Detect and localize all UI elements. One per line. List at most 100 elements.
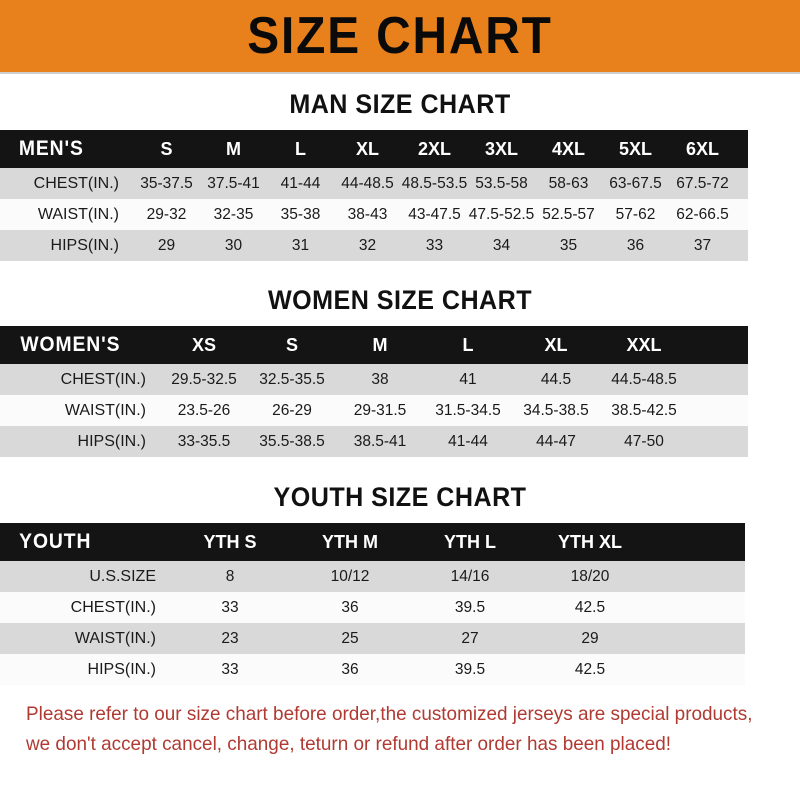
women-size-header-2: S	[248, 326, 336, 364]
men-row-label: HIPS(IN.)	[0, 230, 133, 261]
youth-size-header-1: YTH S	[170, 523, 290, 561]
women-cell-2-1: 23.5-26	[160, 395, 248, 426]
men-size-header-6: 3XL	[468, 130, 535, 168]
men-cell-3-1: 29	[133, 230, 200, 261]
man-section-title: MAN SIZE CHART	[289, 89, 511, 119]
women-header-row: WOMEN'S XS S M L XL XXL	[0, 326, 748, 364]
women-cell-2-2: 26-29	[248, 395, 336, 426]
men-cell-3-9: 37	[669, 230, 736, 261]
women-cell-1-2: 32.5-35.5	[248, 364, 336, 395]
order-policy-line-2: we don't accept cancel, change, teturn o…	[26, 733, 672, 756]
men-cell-3-2: 30	[200, 230, 267, 261]
men-cell-1-8: 63-67.5	[602, 168, 669, 199]
table-row: CHEST(IN.) 29.5-32.5 32.5-35.5 38 41 44.5 44.5…	[0, 364, 748, 395]
men-size-header-7: 4XL	[535, 130, 602, 168]
youth-cell-1-3: 14/16	[410, 561, 530, 592]
youth-cell-3-1: 23	[170, 623, 290, 654]
women-cell-1-3: 38	[336, 364, 424, 395]
women-cell-2-4: 31.5-34.5	[424, 395, 512, 426]
men-cell-2-2: 32-35	[200, 199, 267, 230]
table-row: HIPS(IN.) 29 30 31 32 33 34 35 36 37	[0, 230, 748, 261]
youth-row-spacer	[650, 592, 745, 623]
youth-cell-3-4: 29	[530, 623, 650, 654]
youth-cell-2-4: 42.5	[530, 592, 650, 623]
youth-cell-4-3: 39.5	[410, 654, 530, 685]
man-size-chart: MEN'S S M L XL 2XL 3XL 4XL 5XL 6XL CHEST(IN.) 35-37…	[0, 130, 800, 261]
women-cell-3-5: 44-47	[512, 426, 600, 457]
men-cell-2-3: 35-38	[267, 199, 334, 230]
women-cell-1-4: 41	[424, 364, 512, 395]
men-cell-1-5: 48.5-53.5	[401, 168, 468, 199]
women-size-header-4: L	[424, 326, 512, 364]
order-policy-line-1: Please refer to our size chart before or…	[26, 703, 753, 725]
women-cell-3-2: 35.5-38.5	[248, 426, 336, 457]
youth-row-label: CHEST(IN.)	[0, 592, 170, 623]
order-policy-note: Please refer to our size chart before or…	[26, 699, 752, 759]
women-size-header-5: XL	[512, 326, 600, 364]
men-cell-1-3: 41-44	[267, 168, 334, 199]
men-size-header-8: 5XL	[602, 130, 669, 168]
youth-cell-2-2: 36	[290, 592, 410, 623]
men-header-label: MEN'S	[0, 130, 133, 168]
women-cell-1-5: 44.5	[512, 364, 600, 395]
page-banner: SIZE CHART	[0, 0, 800, 74]
men-row-spacer	[736, 230, 748, 261]
youth-cell-3-2: 25	[290, 623, 410, 654]
women-size-table: WOMEN'S XS S M L XL XXL CHEST(IN.) 29.5-32.5 32.5…	[0, 326, 748, 457]
men-cell-2-8: 57-62	[602, 199, 669, 230]
men-size-header-4: XL	[334, 130, 401, 168]
women-header-label: WOMEN'S	[0, 326, 160, 364]
men-row-label: CHEST(IN.)	[0, 168, 133, 199]
youth-cell-3-3: 27	[410, 623, 530, 654]
men-header-row: MEN'S S M L XL 2XL 3XL 4XL 5XL 6XL	[0, 130, 748, 168]
men-cell-3-6: 34	[468, 230, 535, 261]
men-row-spacer	[736, 199, 748, 230]
youth-size-header-3: YTH L	[410, 523, 530, 561]
men-cell-2-4: 38-43	[334, 199, 401, 230]
women-cell-2-5: 34.5-38.5	[512, 395, 600, 426]
women-cell-3-4: 41-44	[424, 426, 512, 457]
women-size-header-3: M	[336, 326, 424, 364]
men-size-header-2: M	[200, 130, 267, 168]
page-title: SIZE CHART	[247, 7, 553, 65]
men-cell-2-1: 29-32	[133, 199, 200, 230]
youth-row-label: WAIST(IN.)	[0, 623, 170, 654]
women-row-spacer	[688, 426, 748, 457]
table-row: WAIST(IN.) 29-32 32-35 35-38 38-43 43-47.5 47.…	[0, 199, 748, 230]
men-cell-2-5: 43-47.5	[401, 199, 468, 230]
youth-section-title: YOUTH SIZE CHART	[273, 482, 527, 512]
men-cell-3-4: 32	[334, 230, 401, 261]
youth-cell-2-1: 33	[170, 592, 290, 623]
youth-size-header-4: YTH XL	[530, 523, 650, 561]
men-cell-2-6: 47.5-52.5	[468, 199, 535, 230]
women-cell-1-6: 44.5-48.5	[600, 364, 688, 395]
men-cell-2-9: 62-66.5	[669, 199, 736, 230]
women-row-spacer	[688, 364, 748, 395]
table-row: WAIST(IN.) 23 25 27 29	[0, 623, 745, 654]
men-size-header-3: L	[267, 130, 334, 168]
women-row-spacer	[688, 395, 748, 426]
men-cell-1-7: 58-63	[535, 168, 602, 199]
youth-size-chart: YOUTH YTH S YTH M YTH L YTH XL U.S.SIZE 8 10/12…	[0, 523, 800, 685]
men-cell-3-7: 35	[535, 230, 602, 261]
table-row: CHEST(IN.) 35-37.5 37.5-41 41-44 44-48.5 48.5…	[0, 168, 748, 199]
women-cell-3-1: 33-35.5	[160, 426, 248, 457]
women-size-chart: WOMEN'S XS S M L XL XXL CHEST(IN.) 29.5-32.5 32.5…	[0, 326, 800, 457]
table-row: HIPS(IN.) 33-35.5 35.5-38.5 38.5-41 41-44 44-…	[0, 426, 748, 457]
youth-row-spacer	[650, 654, 745, 685]
women-size-header-6: XXL	[600, 326, 688, 364]
men-cell-1-6: 53.5-58	[468, 168, 535, 199]
men-size-header-1: S	[133, 130, 200, 168]
youth-cell-4-4: 42.5	[530, 654, 650, 685]
women-size-header-1: XS	[160, 326, 248, 364]
youth-size-header-2: YTH M	[290, 523, 410, 561]
youth-row-label: U.S.SIZE	[0, 561, 170, 592]
men-cell-2-7: 52.5-57	[535, 199, 602, 230]
women-header-spacer	[688, 326, 748, 364]
youth-row-spacer	[650, 561, 745, 592]
youth-cell-2-3: 39.5	[410, 592, 530, 623]
youth-cell-1-4: 18/20	[530, 561, 650, 592]
women-section-title: WOMEN SIZE CHART	[267, 285, 533, 315]
youth-cell-4-1: 33	[170, 654, 290, 685]
men-cell-1-1: 35-37.5	[133, 168, 200, 199]
